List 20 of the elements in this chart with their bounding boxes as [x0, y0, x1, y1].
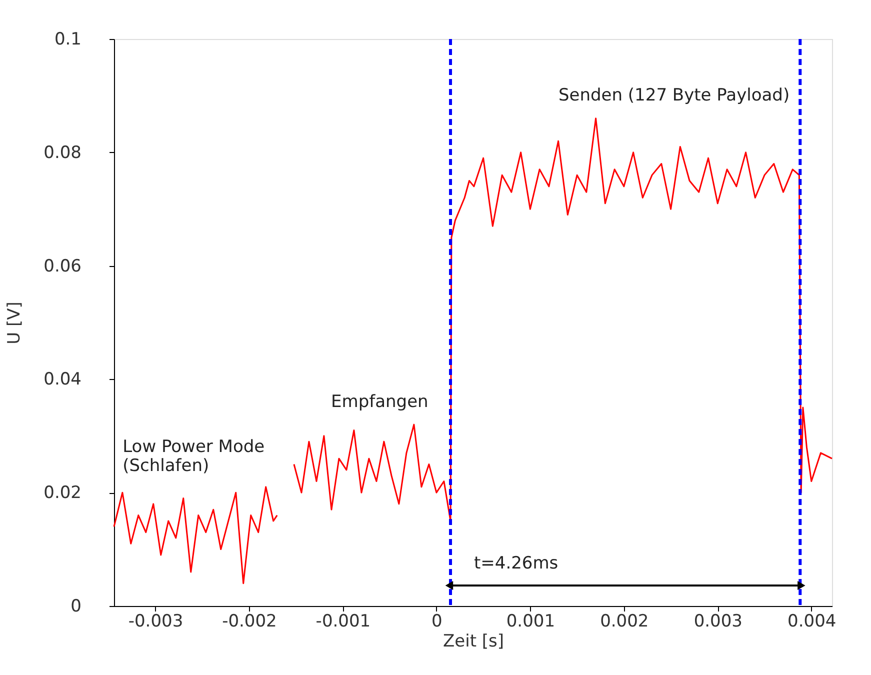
- x-axis-title: Zeit [s]: [442, 632, 504, 652]
- x-tick-label: -0.001: [316, 612, 371, 632]
- x-tick-label: 0.004: [788, 612, 836, 632]
- annotation: t=4.26ms: [474, 553, 558, 574]
- y-tick-label: 0: [70, 596, 82, 616]
- y-tick-label: 0.06: [44, 256, 82, 276]
- x-tick-label: -0.003: [128, 612, 184, 632]
- y-tick-label: 0.02: [44, 483, 82, 504]
- annotation: Senden (127 Byte Payload): [558, 86, 790, 106]
- x-tick-label: -0.002: [222, 612, 277, 632]
- x-tick-label: 0: [432, 612, 442, 632]
- x-tick-label: 0.001: [506, 612, 556, 632]
- y-tick-label: 0.04: [44, 370, 82, 390]
- y-axis-title: U [V]: [4, 302, 25, 344]
- y-tick-label: 0.08: [44, 142, 82, 163]
- annotation: Low Power Mode (Schlafen): [122, 437, 265, 476]
- x-tick-label: 0.002: [600, 612, 649, 632]
- y-tick-label: 0.1: [54, 30, 82, 50]
- x-tick-label: 0.003: [694, 612, 742, 632]
- annotation: Empfangen: [331, 392, 428, 412]
